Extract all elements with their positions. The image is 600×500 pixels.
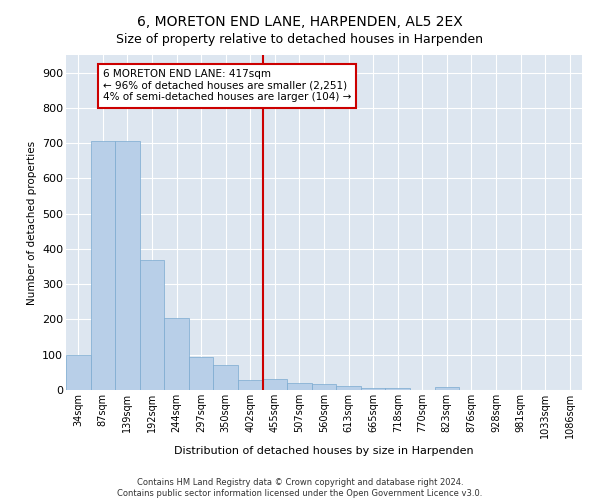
Text: 6, MORETON END LANE, HARPENDEN, AL5 2EX: 6, MORETON END LANE, HARPENDEN, AL5 2EX xyxy=(137,15,463,29)
Bar xyxy=(115,140,140,390)
Bar xyxy=(66,354,91,390)
Bar xyxy=(336,386,361,390)
Bar xyxy=(91,140,115,390)
Bar xyxy=(312,384,336,390)
Y-axis label: Number of detached properties: Number of detached properties xyxy=(26,140,37,304)
Text: 6 MORETON END LANE: 417sqm
← 96% of detached houses are smaller (2,251)
4% of se: 6 MORETON END LANE: 417sqm ← 96% of deta… xyxy=(103,69,351,102)
Bar xyxy=(189,356,214,390)
Bar xyxy=(361,388,385,390)
Text: Contains HM Land Registry data © Crown copyright and database right 2024.
Contai: Contains HM Land Registry data © Crown c… xyxy=(118,478,482,498)
X-axis label: Distribution of detached houses by size in Harpenden: Distribution of detached houses by size … xyxy=(174,446,474,456)
Bar xyxy=(214,364,238,390)
Bar xyxy=(263,378,287,390)
Bar xyxy=(385,388,410,390)
Bar xyxy=(140,260,164,390)
Bar xyxy=(287,383,312,390)
Bar xyxy=(434,387,459,390)
Text: Size of property relative to detached houses in Harpenden: Size of property relative to detached ho… xyxy=(116,32,484,46)
Bar xyxy=(238,380,263,390)
Bar xyxy=(164,318,189,390)
